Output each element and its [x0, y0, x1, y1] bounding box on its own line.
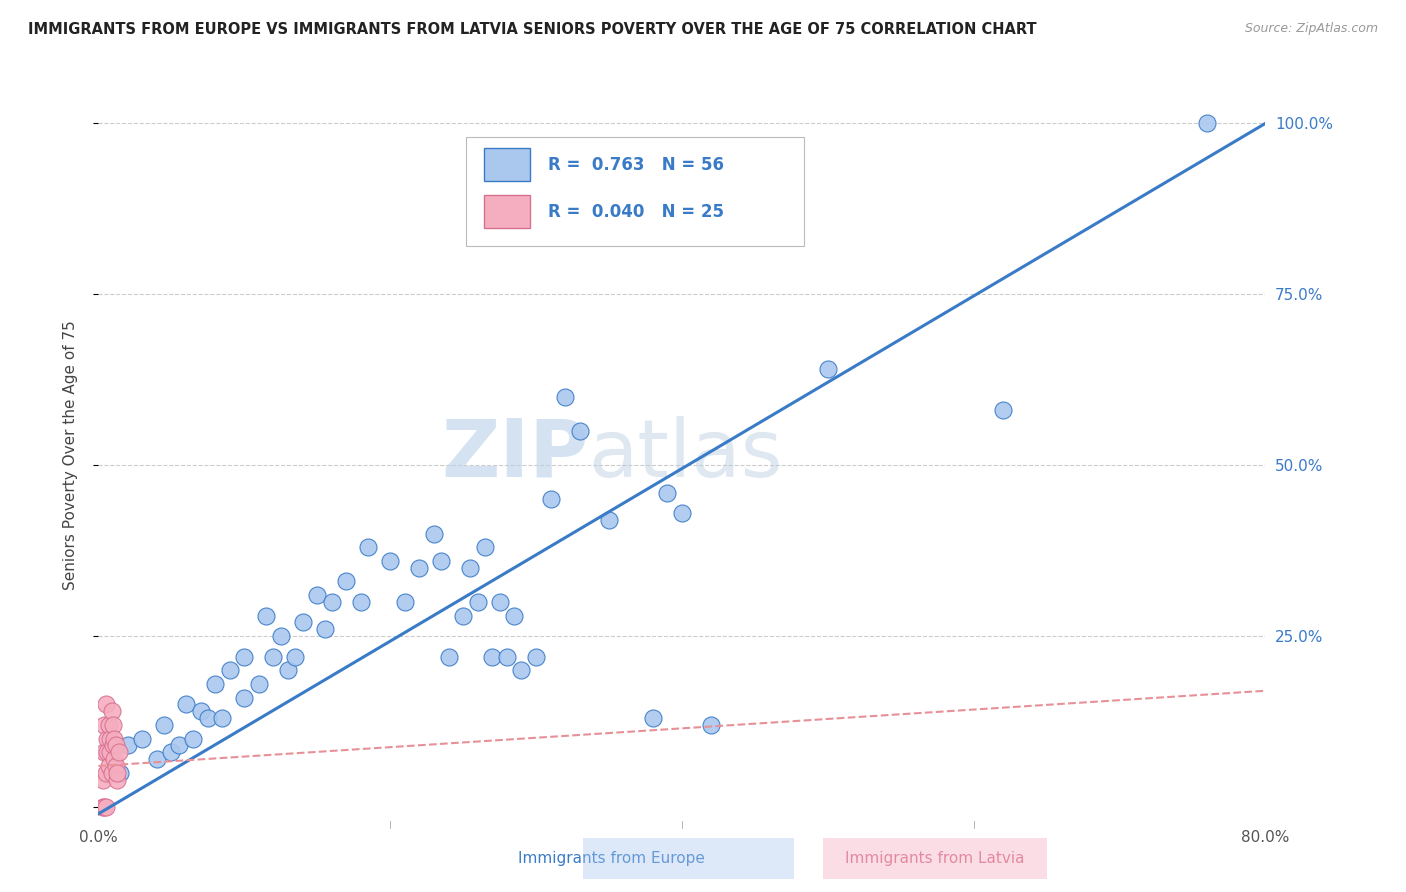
Point — [108, 745, 131, 759]
Point — [93, 745, 115, 759]
Point — [488, 595, 510, 609]
Point — [335, 574, 357, 589]
Point — [321, 595, 343, 609]
Point — [94, 800, 117, 814]
Point — [160, 745, 183, 759]
Point — [174, 698, 197, 712]
Point — [991, 403, 1014, 417]
Text: ZIP: ZIP — [441, 416, 589, 494]
Text: R =  0.040   N = 25: R = 0.040 N = 25 — [548, 203, 724, 221]
Point — [211, 711, 233, 725]
Point — [481, 649, 503, 664]
Point — [817, 362, 839, 376]
Point — [91, 800, 114, 814]
Point — [110, 765, 132, 780]
Point — [378, 554, 402, 568]
Point — [94, 698, 117, 712]
Text: R =  0.763   N = 56: R = 0.763 N = 56 — [548, 155, 724, 174]
Point — [146, 752, 169, 766]
Point — [100, 704, 122, 718]
Point — [117, 739, 139, 753]
Point — [96, 731, 118, 746]
Text: Immigrants from Latvia: Immigrants from Latvia — [845, 851, 1025, 865]
Point — [190, 704, 212, 718]
Point — [93, 718, 115, 732]
Point — [105, 772, 128, 787]
Point — [598, 513, 620, 527]
Point — [277, 663, 299, 677]
Point — [103, 752, 125, 766]
Point — [218, 663, 240, 677]
Point — [641, 711, 664, 725]
Point — [167, 739, 190, 753]
Point — [101, 718, 124, 732]
Point — [408, 560, 430, 574]
Point — [467, 595, 489, 609]
Text: IMMIGRANTS FROM EUROPE VS IMMIGRANTS FROM LATVIA SENIORS POVERTY OVER THE AGE OF: IMMIGRANTS FROM EUROPE VS IMMIGRANTS FRO… — [28, 22, 1036, 37]
Point — [94, 765, 117, 780]
Point — [451, 608, 474, 623]
Y-axis label: Seniors Poverty Over the Age of 75: Seniors Poverty Over the Age of 75 — [63, 320, 77, 590]
Point — [197, 711, 219, 725]
Point — [495, 649, 517, 664]
Point — [350, 595, 373, 609]
Point — [291, 615, 314, 630]
Point — [394, 595, 416, 609]
Point — [657, 485, 679, 500]
Bar — [484, 195, 530, 228]
Point — [104, 759, 127, 773]
Point — [568, 424, 591, 438]
Text: Immigrants from Europe: Immigrants from Europe — [519, 851, 704, 865]
Point — [153, 718, 176, 732]
Point — [247, 677, 270, 691]
Point — [437, 649, 460, 664]
Point — [97, 718, 120, 732]
Point — [524, 649, 547, 664]
Point — [101, 739, 124, 753]
Point — [262, 649, 284, 664]
Text: atlas: atlas — [589, 416, 783, 494]
Point — [430, 554, 453, 568]
Point — [460, 560, 482, 574]
Point — [1195, 116, 1218, 130]
Point — [104, 739, 127, 753]
Point — [700, 718, 723, 732]
Point — [131, 731, 153, 746]
Point — [314, 622, 336, 636]
Point — [98, 745, 121, 759]
Point — [474, 540, 496, 554]
Point — [98, 731, 121, 746]
Point — [284, 649, 307, 664]
Text: Source: ZipAtlas.com: Source: ZipAtlas.com — [1244, 22, 1378, 36]
Point — [204, 677, 226, 691]
Point — [423, 526, 446, 541]
Point — [105, 765, 128, 780]
FancyBboxPatch shape — [465, 136, 804, 246]
Point — [510, 663, 533, 677]
Point — [357, 540, 380, 554]
Point — [554, 390, 576, 404]
Point — [233, 690, 256, 705]
Point — [671, 506, 693, 520]
Point — [254, 608, 277, 623]
Point — [181, 731, 204, 746]
Point — [97, 759, 120, 773]
Point — [270, 629, 292, 643]
Point — [307, 588, 329, 602]
Point — [540, 492, 562, 507]
Point — [96, 745, 118, 759]
Bar — [484, 148, 530, 180]
Point — [93, 800, 115, 814]
Point — [91, 772, 114, 787]
Point — [100, 765, 122, 780]
Point — [503, 608, 526, 623]
Point — [233, 649, 256, 664]
Point — [103, 731, 125, 746]
